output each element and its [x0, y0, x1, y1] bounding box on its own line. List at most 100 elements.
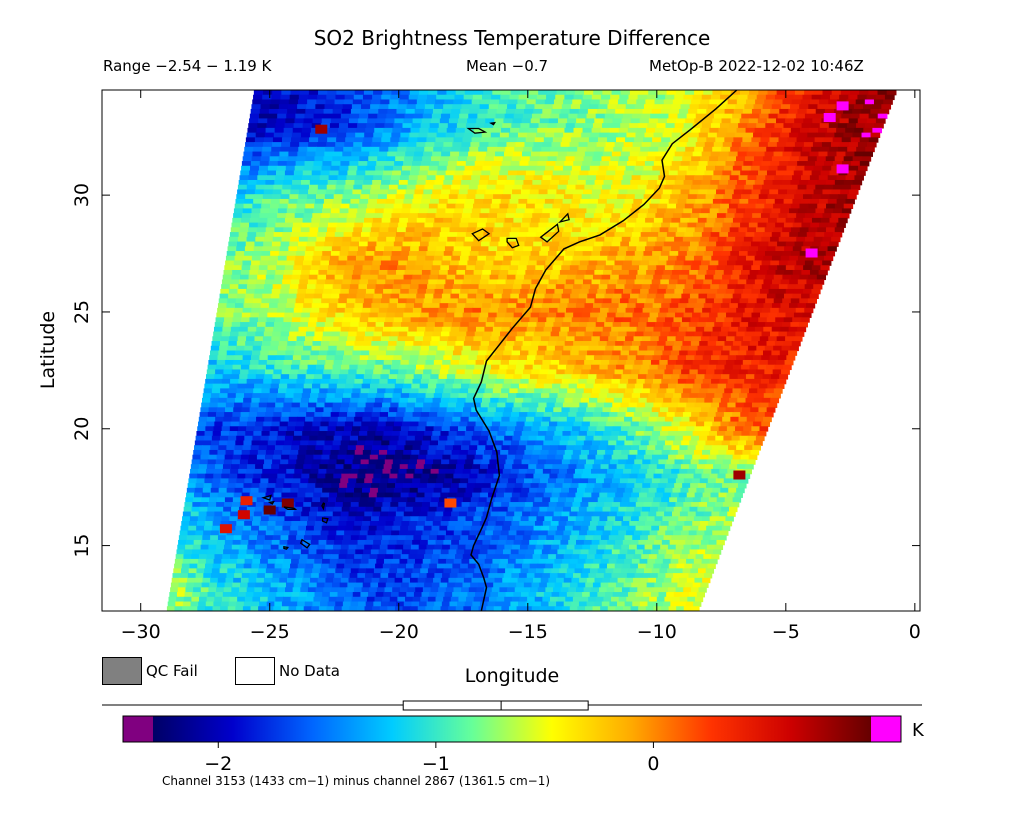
swath-pixel [240, 222, 250, 228]
swath-pixel [579, 232, 589, 238]
swath-pixel [690, 317, 700, 323]
swath-pixel [307, 146, 317, 153]
swath-pixel [671, 322, 681, 328]
swath-pixel [762, 132, 772, 138]
swath-pixel [827, 198, 838, 205]
swath-pixel [297, 151, 307, 157]
swath-pixel [306, 288, 316, 295]
swath-pixel [437, 127, 448, 134]
swath-pixel [288, 288, 299, 295]
swath-pixel [527, 383, 537, 389]
swath-pixel [370, 146, 380, 153]
swath-pixel [371, 222, 382, 228]
swath-pixel [680, 345, 690, 352]
swath-pixel [415, 104, 426, 110]
swath-pixel [447, 402, 457, 408]
swath-pixel [670, 274, 680, 281]
swath-pixel [803, 118, 813, 124]
swath-pixel [437, 345, 447, 352]
swath-pixel [446, 241, 456, 247]
swath-pixel [607, 393, 616, 399]
swath-pixel [273, 412, 283, 418]
swath-pixel [689, 241, 700, 247]
swath-pixel [574, 416, 584, 423]
swath-pixel [275, 123, 286, 129]
swath-pixel [541, 213, 551, 219]
swath-pixel [576, 118, 586, 124]
swath-pixel [499, 203, 509, 210]
swath-pixel [347, 213, 357, 219]
swath-pixel [666, 260, 676, 266]
swath-pixel [299, 232, 310, 238]
swath-pixel [505, 341, 515, 347]
swath-pixel [494, 255, 504, 262]
swath-pixel [571, 288, 581, 295]
swath-pixel [628, 94, 639, 101]
swath-pixel [809, 175, 820, 181]
swath-pixel [209, 402, 219, 408]
swath-pixel [218, 397, 228, 404]
swath-pixel [265, 364, 275, 371]
swath-pixel [488, 104, 499, 110]
swath-pixel [272, 374, 282, 380]
swath-pixel [560, 355, 570, 361]
swath-pixel [387, 378, 397, 385]
swath-pixel [371, 142, 381, 148]
swath-pixel [560, 236, 570, 243]
swath-pixel [815, 208, 825, 214]
swath-pixel [706, 369, 715, 375]
swath-pixel [565, 123, 576, 129]
swath-pixel [570, 203, 580, 210]
swath-pixel [359, 393, 369, 399]
swath-pixel [747, 345, 757, 352]
swath-pixel [484, 260, 494, 266]
swath-pixel [199, 412, 209, 418]
swath-pixel [520, 317, 530, 323]
swath-pixel [369, 151, 379, 157]
swath-pixel [290, 142, 300, 148]
swath-pixel [395, 156, 405, 162]
swath-pixel [566, 416, 576, 423]
swath-pixel [252, 99, 262, 105]
swath-pixel [742, 288, 753, 295]
swath-pixel [267, 312, 277, 318]
swath-pixel [549, 274, 560, 281]
swath-pixel [570, 350, 580, 356]
swath-pixel [280, 288, 290, 295]
swath-pixel [574, 336, 584, 342]
swath-pixel [356, 127, 366, 134]
swath-pixel [405, 189, 416, 195]
swath-pixel [633, 170, 643, 176]
swath-pixel [724, 293, 734, 299]
swath-pixel [572, 284, 583, 290]
swath-pixel [650, 336, 660, 342]
swath-pixel [425, 288, 436, 295]
swath-pixel [306, 241, 317, 247]
swath-pixel [481, 203, 492, 210]
swath-pixel [717, 104, 727, 110]
swath-pixel [667, 175, 677, 181]
swath-pixel [719, 151, 730, 157]
swath-pixel [729, 123, 739, 129]
swath-pixel [349, 203, 359, 210]
swath-pixel [452, 251, 462, 257]
swath-pixel [418, 170, 429, 176]
swath-pixel [697, 416, 707, 423]
swath-pixel [325, 189, 336, 195]
swath-pixel [650, 412, 659, 418]
swath-pixel [808, 203, 818, 210]
swath-pixel [684, 407, 694, 413]
swath-pixel [661, 303, 671, 309]
swath-pixel [697, 345, 707, 352]
swath-pixel [660, 355, 670, 361]
swath-pixel [389, 142, 399, 148]
swath-pixel [428, 165, 439, 172]
swath-pixel [244, 345, 254, 352]
swath-pixel [506, 397, 516, 404]
swath-pixel [273, 369, 283, 375]
swath-pixel [254, 189, 265, 195]
swath-pixel [335, 312, 345, 318]
swath-pixel [788, 326, 798, 333]
swath-pixel [419, 127, 430, 134]
swath-pixel [343, 274, 353, 281]
